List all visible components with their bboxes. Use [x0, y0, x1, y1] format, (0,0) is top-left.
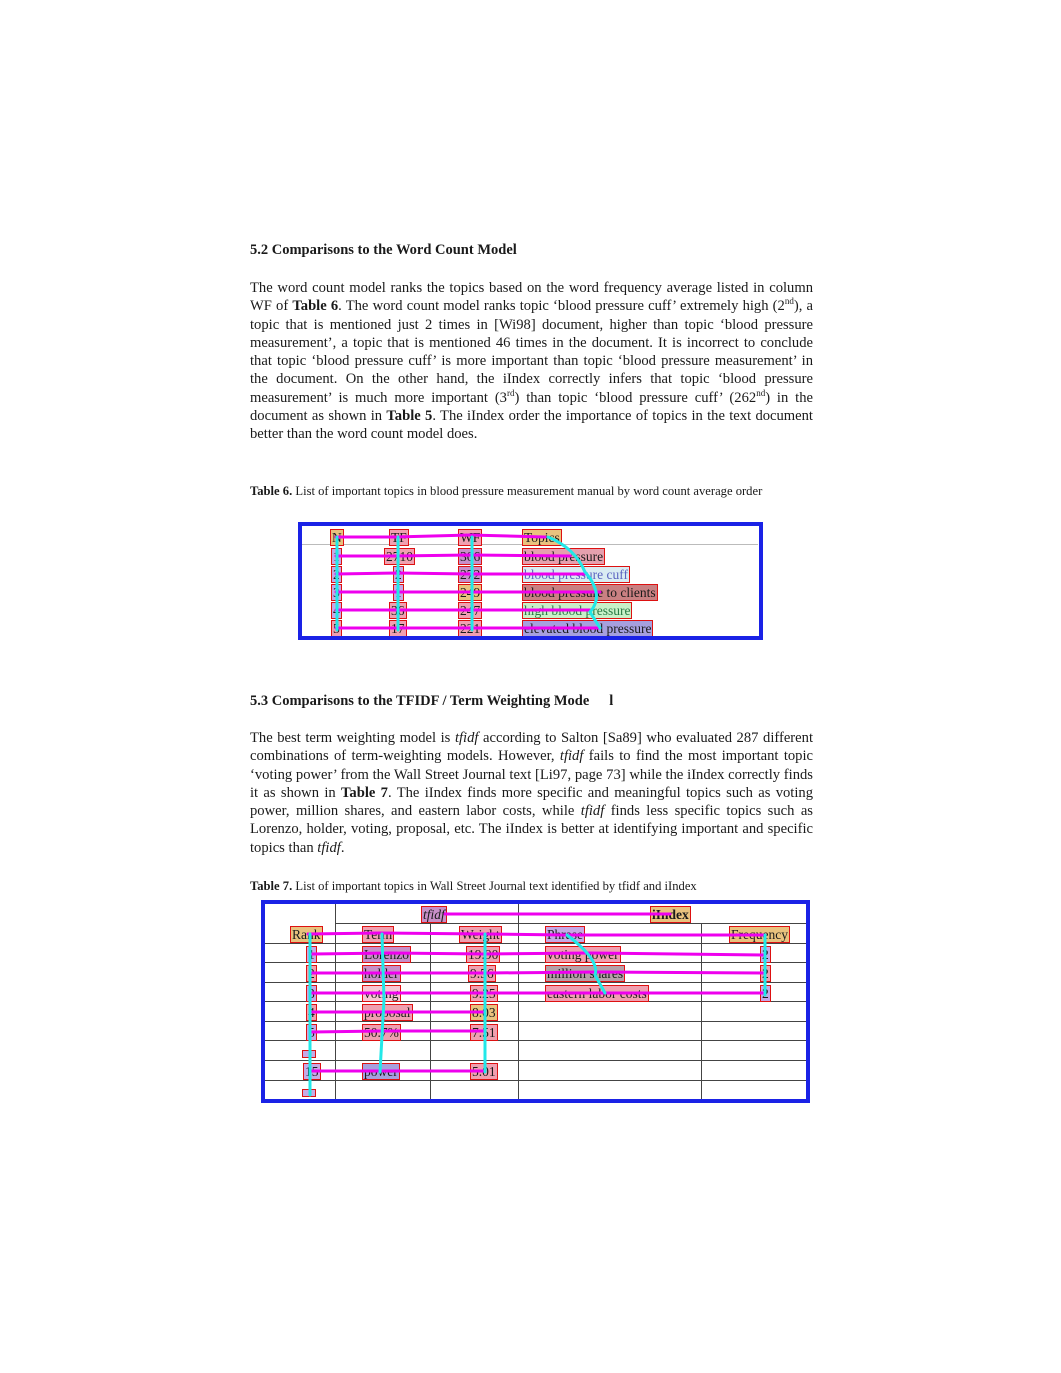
caption-label: Table 6. [250, 484, 293, 498]
table-7-caption: Table 7. List of important topics in Wal… [250, 878, 813, 894]
italic-term: tfidf [317, 839, 341, 856]
table-7-group-tfidf: tfidf [421, 906, 447, 923]
text-run: finds less specific topics such as Loren… [250, 803, 813, 856]
heading-text: 5.3 Comparisons to the TFIDF / Term Weig… [250, 693, 590, 709]
section-5-3-paragraph: The best term weighting model is tfidf a… [250, 729, 813, 857]
table-rule [335, 923, 807, 924]
text-run: according to Salton [Sa89] who evaluated… [250, 730, 813, 765]
table-6-caption: Table 6. List of important topics in blo… [250, 483, 813, 499]
table-rule [265, 1021, 807, 1022]
text-run: . The word count model ranks topic ‘bloo… [338, 298, 785, 315]
table-rule [265, 962, 807, 963]
superscript: nd [756, 387, 766, 398]
table-rule [265, 1001, 807, 1002]
heading-tail: l [609, 693, 614, 709]
text-run: fails to find the most important topic ‘… [250, 748, 813, 801]
italic-term: tfidf [559, 748, 584, 765]
section-heading-5-3: 5.3 Comparisons to the TFIDF / Term Weig… [250, 693, 613, 710]
table-7-header-rank: Rank [290, 926, 323, 943]
text-run: The word count model ranks the topics ba… [250, 280, 813, 315]
text-run: ), a topic that is mentioned just 2 time… [250, 298, 813, 406]
text-run: . The iIndex order the importance of top… [250, 408, 813, 443]
table-7-frame [261, 900, 810, 1103]
italic-term: tfidf [454, 730, 479, 746]
table-reference: Table 7 [341, 784, 388, 801]
table-rule [335, 904, 336, 1100]
italic-term: tfidf [580, 803, 605, 820]
superscript: rd [506, 387, 515, 398]
table-rule [265, 1040, 807, 1041]
table-reference: Table 6 [292, 298, 339, 315]
table-reference: Table 5 [386, 408, 433, 425]
text-run: ) in the document as shown in [250, 389, 813, 425]
superscript: nd [784, 296, 794, 307]
caption-text: List of important topics in Wall Street … [292, 879, 697, 893]
text-run: The best term weighting model is [250, 730, 455, 746]
caption-label: Table 7. [250, 879, 293, 893]
table-rule [518, 904, 519, 1100]
caption-text: List of important topics in blood pressu… [292, 484, 763, 498]
text-run: . The iIndex finds more specific and mea… [250, 784, 814, 820]
section-heading-5-2: 5.2 Comparisons to the Word Count Model [250, 242, 517, 258]
table-rule [265, 982, 807, 983]
table-rule [265, 1080, 807, 1081]
table-rule [265, 1060, 807, 1061]
table-rule [701, 923, 702, 1100]
section-5-2-paragraph: The word count model ranks the topics ba… [250, 279, 813, 444]
table-rule [265, 943, 807, 944]
text-run: ) than topic ‘blood pressure cuff’ (262 [514, 389, 757, 406]
text-run: . [340, 839, 345, 856]
table-6-frame [298, 522, 763, 640]
